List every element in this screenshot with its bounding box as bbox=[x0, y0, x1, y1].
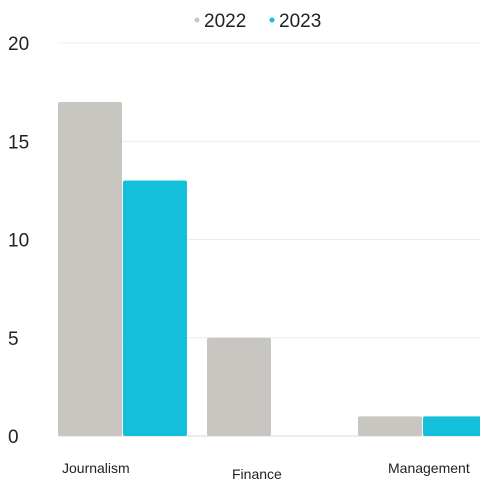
y-tick-label: 0 bbox=[8, 427, 19, 448]
y-tick-label: 10 bbox=[8, 231, 29, 252]
bar-2023-journalism bbox=[123, 180, 187, 436]
category-label: Management bbox=[388, 460, 470, 476]
bar-2022-management bbox=[358, 416, 422, 436]
category-label: Journalism bbox=[62, 460, 130, 476]
category-label: Finance bbox=[232, 466, 282, 480]
bar-layer bbox=[58, 101, 480, 436]
legend-dot-icon bbox=[269, 17, 275, 23]
y-tick-label: 20 bbox=[8, 34, 29, 55]
legend-label: 2023 bbox=[279, 11, 321, 32]
y-tick-label: 15 bbox=[8, 132, 29, 153]
y-axis-ticks: 0 5 10 15 20 bbox=[8, 34, 29, 448]
legend-item-2023[interactable]: 2023 bbox=[269, 11, 322, 32]
bar-2022-finance bbox=[207, 337, 271, 436]
bar-2022-journalism bbox=[58, 101, 122, 436]
legend: 2022 2023 bbox=[194, 11, 322, 32]
bar-2023-management bbox=[423, 416, 480, 436]
y-tick-label: 5 bbox=[8, 329, 19, 350]
legend-dot-icon bbox=[194, 17, 200, 23]
legend-label: 2022 bbox=[204, 11, 246, 32]
x-axis-labels: Journalism Finance Management bbox=[62, 460, 470, 480]
legend-item-2022[interactable]: 2022 bbox=[194, 11, 247, 32]
